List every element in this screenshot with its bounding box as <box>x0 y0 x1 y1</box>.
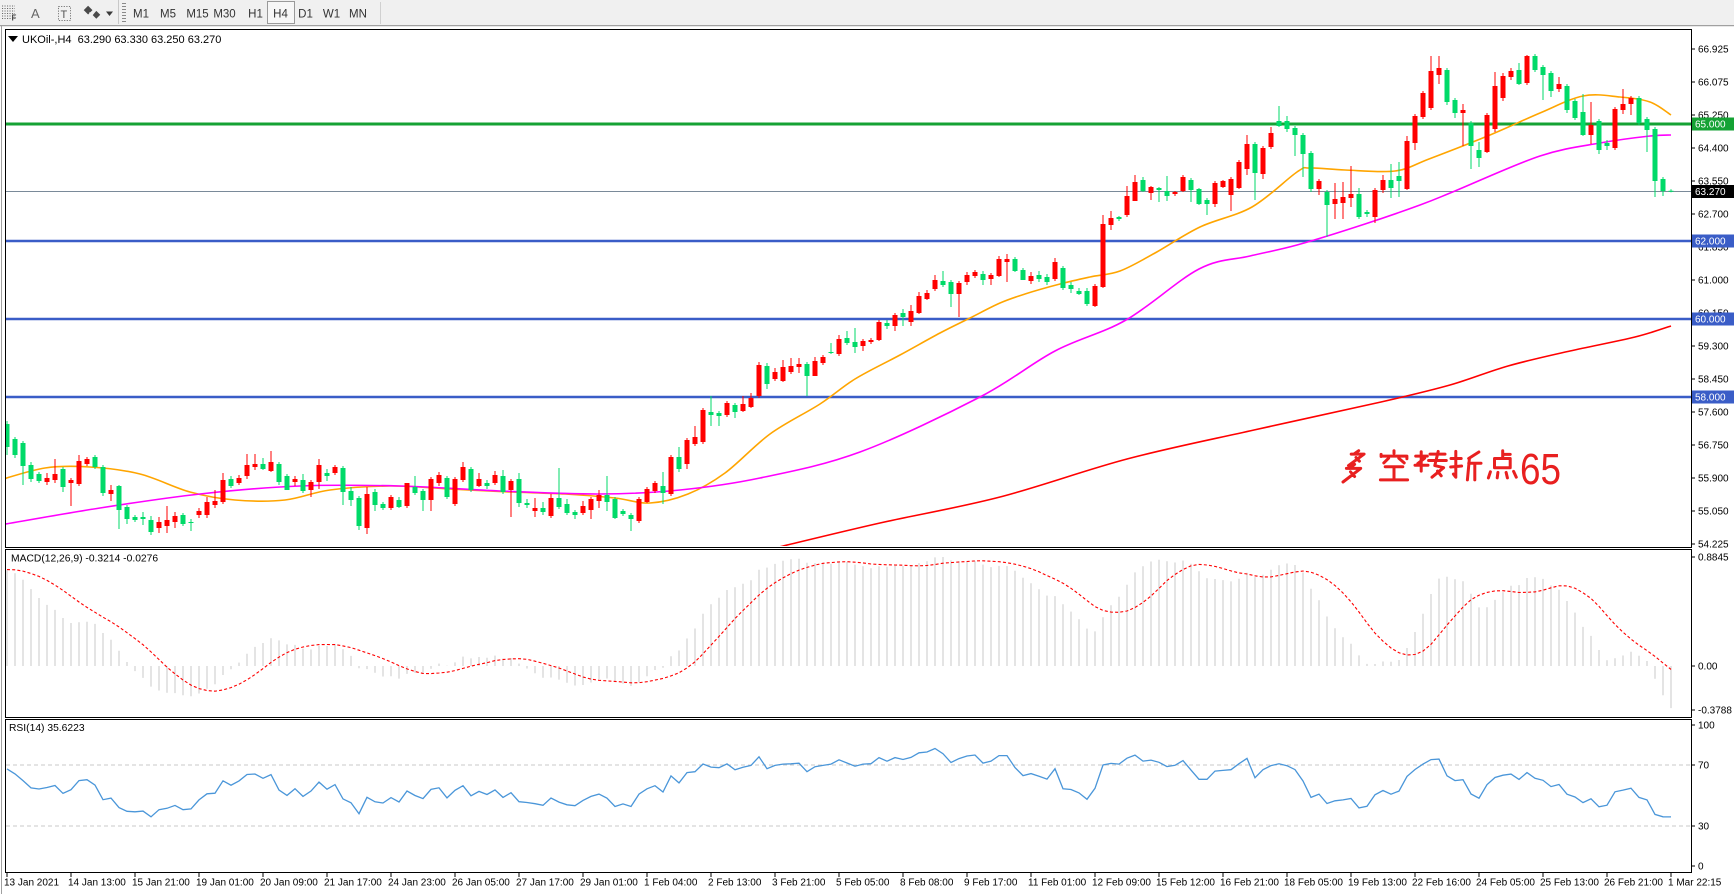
svg-text:63.270: 63.270 <box>1695 187 1726 198</box>
svg-text:15 Feb 12:00: 15 Feb 12:00 <box>1156 878 1215 889</box>
svg-text:1 Feb 04:00: 1 Feb 04:00 <box>644 878 698 889</box>
svg-text:66.925: 66.925 <box>1698 45 1729 56</box>
svg-text:M5: M5 <box>160 9 176 21</box>
svg-text:29 Jan 01:00: 29 Jan 01:00 <box>580 878 638 889</box>
svg-text:62.700: 62.700 <box>1698 210 1729 221</box>
svg-text:0.00: 0.00 <box>1698 662 1718 673</box>
svg-text:M30: M30 <box>213 9 235 21</box>
svg-text:D1: D1 <box>298 9 313 21</box>
svg-text:57.600: 57.600 <box>1698 408 1729 419</box>
svg-text:19 Feb 13:00: 19 Feb 13:00 <box>1348 878 1407 889</box>
svg-text:63.550: 63.550 <box>1698 177 1729 188</box>
svg-text:100: 100 <box>1698 721 1715 732</box>
svg-text:11 Feb 01:00: 11 Feb 01:00 <box>1028 878 1087 889</box>
svg-text:59.300: 59.300 <box>1698 342 1729 353</box>
svg-text:24 Feb 05:00: 24 Feb 05:00 <box>1476 878 1535 889</box>
svg-text:54.225: 54.225 <box>1698 540 1729 551</box>
svg-text:16 Feb 21:00: 16 Feb 21:00 <box>1220 878 1279 889</box>
svg-text:2 Feb 13:00: 2 Feb 13:00 <box>708 878 762 889</box>
svg-text:8 Feb 08:00: 8 Feb 08:00 <box>900 878 954 889</box>
svg-text:30: 30 <box>1698 822 1710 833</box>
svg-text:F: F <box>12 14 17 23</box>
svg-text:0.8845: 0.8845 <box>1698 553 1729 564</box>
svg-text:27 Jan 17:00: 27 Jan 17:00 <box>516 878 574 889</box>
svg-text:5 Feb 05:00: 5 Feb 05:00 <box>836 878 890 889</box>
svg-text:12 Feb 09:00: 12 Feb 09:00 <box>1092 878 1151 889</box>
svg-text:70: 70 <box>1698 761 1710 772</box>
svg-text:MACD(12,26,9) -0.3214 -0.0276: MACD(12,26,9) -0.3214 -0.0276 <box>11 554 158 565</box>
svg-text:A: A <box>31 6 40 21</box>
svg-text:3 Feb 21:00: 3 Feb 21:00 <box>772 878 826 889</box>
svg-text:RSI(14) 35.6223: RSI(14) 35.6223 <box>9 723 85 734</box>
svg-text:1 Mar 22:15: 1 Mar 22:15 <box>1668 878 1722 889</box>
svg-text:15 Jan 21:00: 15 Jan 21:00 <box>132 878 190 889</box>
svg-text:W1: W1 <box>323 9 340 21</box>
svg-text:MN: MN <box>349 9 367 21</box>
svg-text:62.000: 62.000 <box>1695 237 1726 248</box>
svg-text:M15: M15 <box>186 9 208 21</box>
svg-text:26 Jan 05:00: 26 Jan 05:00 <box>452 878 510 889</box>
svg-text:58.000: 58.000 <box>1695 393 1726 404</box>
svg-text:55.900: 55.900 <box>1698 474 1729 485</box>
svg-text:55.050: 55.050 <box>1698 507 1729 518</box>
svg-text:26 Feb 21:00: 26 Feb 21:00 <box>1604 878 1663 889</box>
svg-text:UKOil-,H4 63.290 63.330 63.25: UKOil-,H4 63.290 63.330 63.250 63.270 <box>22 34 221 46</box>
svg-text:66.075: 66.075 <box>1698 78 1729 89</box>
svg-text:20 Jan 09:00: 20 Jan 09:00 <box>260 878 318 889</box>
svg-text:65: 65 <box>1520 445 1561 494</box>
svg-text:13 Jan 2021: 13 Jan 2021 <box>4 878 59 889</box>
svg-text:M1: M1 <box>133 9 149 21</box>
svg-text:60.000: 60.000 <box>1695 315 1726 326</box>
svg-text:65.000: 65.000 <box>1695 120 1726 131</box>
svg-text:9 Feb 17:00: 9 Feb 17:00 <box>964 878 1018 889</box>
svg-text:25 Feb 13:00: 25 Feb 13:00 <box>1540 878 1599 889</box>
svg-text:14 Jan 13:00: 14 Jan 13:00 <box>68 878 126 889</box>
svg-text:56.750: 56.750 <box>1698 441 1729 452</box>
svg-text:T: T <box>61 9 68 21</box>
svg-text:64.400: 64.400 <box>1698 144 1729 155</box>
svg-text:61.000: 61.000 <box>1698 276 1729 287</box>
svg-text:H4: H4 <box>273 9 288 21</box>
svg-text:H1: H1 <box>248 9 263 21</box>
svg-text:21 Jan 17:00: 21 Jan 17:00 <box>324 878 382 889</box>
svg-text:-0.3788: -0.3788 <box>1698 706 1732 717</box>
svg-text:22 Feb 16:00: 22 Feb 16:00 <box>1412 878 1471 889</box>
svg-text:0: 0 <box>1698 862 1704 873</box>
svg-text:18 Feb 05:00: 18 Feb 05:00 <box>1284 878 1343 889</box>
svg-text:61.850: 61.850 <box>1698 243 1729 254</box>
svg-text:65.250: 65.250 <box>1698 111 1729 122</box>
svg-text:19 Jan 01:00: 19 Jan 01:00 <box>196 878 254 889</box>
svg-text:58.450: 58.450 <box>1698 375 1729 386</box>
svg-text:24 Jan 23:00: 24 Jan 23:00 <box>388 878 446 889</box>
